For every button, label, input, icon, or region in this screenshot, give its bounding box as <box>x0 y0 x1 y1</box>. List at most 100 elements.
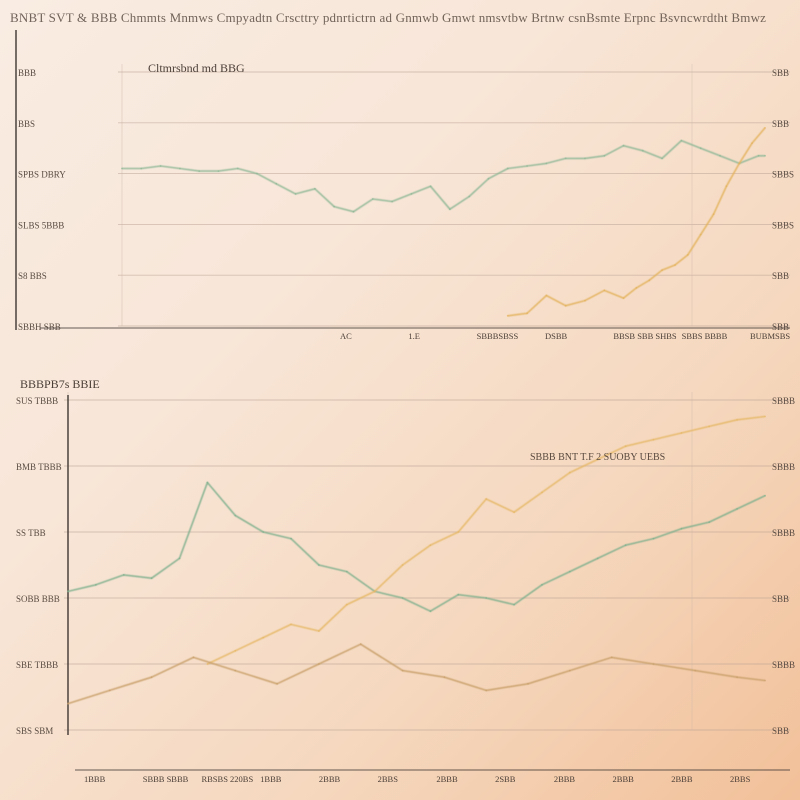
data-point <box>699 233 702 236</box>
data-point <box>159 165 162 167</box>
y-tick-label-right: SBB <box>772 68 789 78</box>
x-tick-label: AC <box>340 331 352 341</box>
data-point <box>429 185 432 188</box>
data-point <box>736 508 738 510</box>
x-tick-label: 2BBB <box>671 774 693 784</box>
y-tick-label: SOBB BBB <box>16 594 60 604</box>
chart-title: Cltmrsbnd md BBG <box>148 61 245 75</box>
y-tick-label: SBE TBBB <box>16 660 58 670</box>
data-point <box>719 154 721 157</box>
data-point <box>526 312 528 315</box>
data-point <box>401 597 404 599</box>
data-point <box>290 623 292 626</box>
data-point <box>485 689 488 692</box>
data-point <box>234 514 237 517</box>
x-tick-label: 2BBB <box>436 774 458 784</box>
data-point <box>122 574 125 576</box>
data-point <box>603 289 606 292</box>
data-point <box>290 537 292 540</box>
x-tick-label: SBBBSBSS <box>477 331 519 341</box>
data-point <box>262 636 265 639</box>
data-point <box>757 154 760 157</box>
data-point <box>652 438 655 441</box>
data-point <box>541 491 543 494</box>
data-point <box>584 299 586 302</box>
data-point <box>764 494 766 497</box>
data-point <box>652 537 655 540</box>
data-point <box>725 185 728 188</box>
data-point <box>150 676 153 679</box>
data-point <box>635 287 638 289</box>
x-tick-label: 1BBB <box>84 774 106 784</box>
x-tick-label: SBBB SBBB <box>143 774 189 784</box>
data-point <box>686 254 689 256</box>
data-point <box>764 154 766 157</box>
data-point <box>680 432 683 434</box>
data-point <box>294 193 297 195</box>
data-point <box>217 170 220 173</box>
data-point <box>564 304 567 307</box>
data-point <box>391 200 393 203</box>
y-tick-label-right: SBBB <box>772 462 795 472</box>
data-point <box>641 149 644 152</box>
data-point <box>584 157 586 160</box>
chart-title: BBBPB7s BBIE <box>20 377 100 391</box>
data-point <box>449 208 451 211</box>
data-point <box>359 643 362 646</box>
data-point <box>234 669 237 672</box>
data-point <box>764 679 766 682</box>
x-tick-label: 2BBS <box>730 774 751 784</box>
data-point <box>764 415 766 418</box>
data-point <box>506 314 509 317</box>
y-tick-label: BMB TBBB <box>16 462 62 472</box>
data-point <box>680 139 683 142</box>
x-tick-label: SBBS BBBB <box>682 331 728 341</box>
y-tick-label-right: SBB <box>772 594 789 604</box>
y-tick-label: SUS TBBB <box>16 396 58 406</box>
data-point <box>674 264 676 266</box>
data-point <box>345 570 348 573</box>
series-line <box>122 139 765 213</box>
data-point <box>485 597 488 599</box>
x-tick-label: 2BBB <box>319 774 341 784</box>
data-point <box>568 570 571 573</box>
y-tick-label: SBS SBM <box>16 726 53 736</box>
data-point <box>179 167 181 170</box>
data-point <box>275 182 278 185</box>
data-point <box>738 162 741 165</box>
data-point <box>610 656 613 659</box>
data-point <box>95 583 97 586</box>
data-point <box>680 527 683 530</box>
x-tick-label: DSBB <box>545 331 568 341</box>
y-tick-label: SBBH SBB <box>18 322 61 332</box>
data-point <box>121 167 123 170</box>
data-point <box>661 157 663 160</box>
data-point <box>67 702 69 705</box>
data-point <box>751 142 753 145</box>
data-point <box>487 177 490 180</box>
data-point <box>236 167 239 170</box>
x-tick-label: BUBMSBS <box>750 331 790 341</box>
y-tick-label-right: SBB <box>772 726 789 736</box>
data-point <box>712 213 715 216</box>
data-point <box>198 170 201 173</box>
data-point <box>345 603 348 606</box>
series-line <box>207 415 766 665</box>
data-point <box>485 498 488 500</box>
y-tick-label-right: SBBB <box>772 528 795 538</box>
data-point <box>457 531 460 533</box>
data-point <box>206 663 209 665</box>
data-point <box>443 676 446 679</box>
data-point <box>429 544 432 547</box>
data-point <box>150 577 153 580</box>
data-point <box>708 521 711 523</box>
data-point <box>545 162 548 165</box>
y-tick-label-right: SBB <box>772 119 789 129</box>
data-point <box>648 279 651 282</box>
data-point <box>401 564 404 566</box>
y-tick-label: S8 BBS <box>18 271 47 281</box>
y-tick-label: SS TBB <box>16 528 46 538</box>
data-point <box>694 669 697 672</box>
x-tick-label: RBSBS 220BS <box>201 774 253 784</box>
data-point <box>568 471 571 474</box>
